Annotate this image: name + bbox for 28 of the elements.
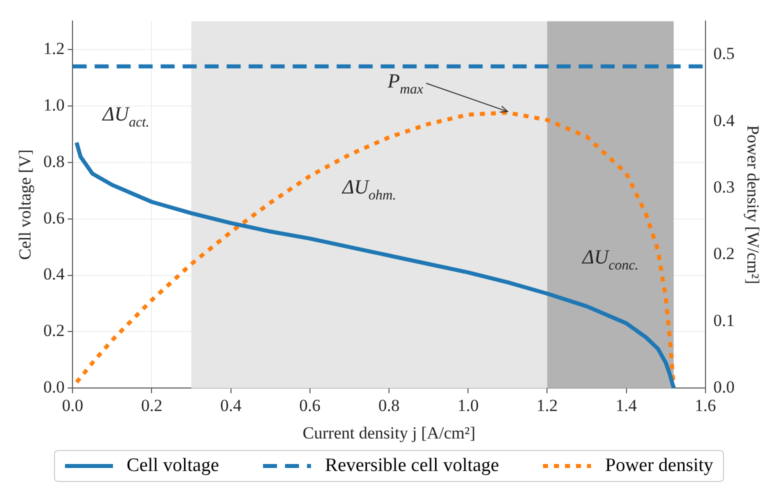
y2-tick-label: 0.0 — [713, 378, 735, 397]
legend-label: Reversible cell voltage — [325, 455, 500, 477]
y-tick-label: 0.4 — [43, 264, 66, 284]
y-tick-label: 0.0 — [43, 378, 65, 397]
x-tick-label: 0.8 — [378, 396, 400, 415]
y-tick-label: 0.2 — [43, 321, 65, 340]
x-tick-label: 0.6 — [299, 396, 321, 415]
x-axis-title: Current density j [A/cm²] — [302, 423, 476, 442]
y2-axis-title: Power density [W/cm²] — [743, 125, 762, 284]
x-tick-label: 0.4 — [220, 396, 242, 415]
y-tick-label: 1.2 — [43, 38, 65, 58]
y2-tick-label: 0.2 — [713, 244, 735, 264]
x-tick-label: 1.4 — [616, 396, 638, 415]
y2-tick-label: 0.4 — [713, 110, 736, 130]
x-tick-label: 1.6 — [694, 396, 716, 415]
legend-label: Cell voltage — [126, 455, 220, 477]
x-tick-label: 0.0 — [62, 396, 84, 415]
x-tick-label: 0.2 — [141, 396, 162, 415]
y-tick-label: 0.8 — [43, 152, 65, 171]
y-axis-title: Cell voltage [V] — [16, 149, 35, 260]
legend-label: Power density — [605, 455, 714, 477]
x-tick-label: 1.2 — [536, 396, 558, 415]
y2-tick-label: 0.3 — [713, 177, 735, 196]
y-tick-label: 0.6 — [43, 208, 65, 228]
y-tick-label: 1.0 — [43, 95, 65, 114]
y2-tick-label: 0.5 — [713, 44, 735, 64]
y2-tick-label: 0.1 — [713, 310, 735, 330]
x-tick-label: 1.0 — [457, 396, 479, 415]
